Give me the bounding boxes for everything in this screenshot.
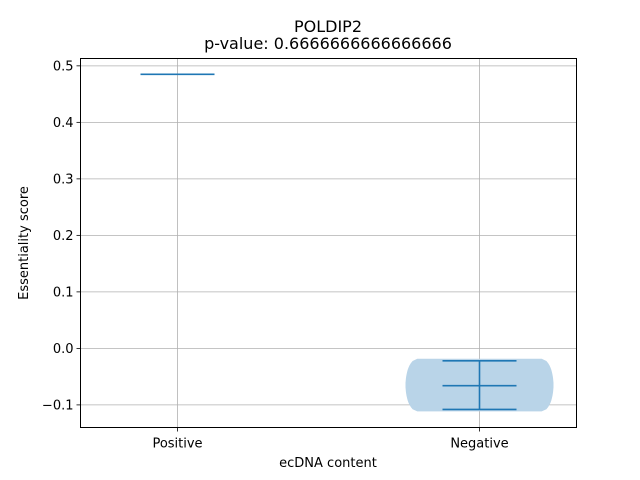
grid-lines — [80, 58, 577, 428]
y-axis-label: Essentiality score — [17, 186, 32, 300]
x-axis-label: ecDNA content — [279, 456, 377, 471]
y-tick-label: 0.0 — [53, 342, 74, 357]
chart-title: POLDIP2 — [294, 17, 362, 36]
y-tick-label: 0.2 — [53, 229, 74, 244]
y-tick-label: 0.1 — [53, 285, 74, 300]
y-tick-label: 0.3 — [53, 172, 74, 187]
violins — [140, 73, 554, 412]
x-tick-label: Negative — [450, 437, 508, 452]
x-tick-label: Positive — [152, 437, 202, 452]
axis-ticks: −0.1 0.0 0.1 0.2 0.3 0.4 0.5 Positive Negative — [42, 59, 509, 451]
chart-subtitle: p-value: 0.6666666666666666 — [204, 34, 452, 53]
y-tick-label: −0.1 — [42, 398, 74, 413]
y-tick-label: 0.5 — [53, 59, 74, 74]
plot-frame — [80, 58, 577, 428]
y-tick-label: 0.4 — [53, 116, 74, 131]
